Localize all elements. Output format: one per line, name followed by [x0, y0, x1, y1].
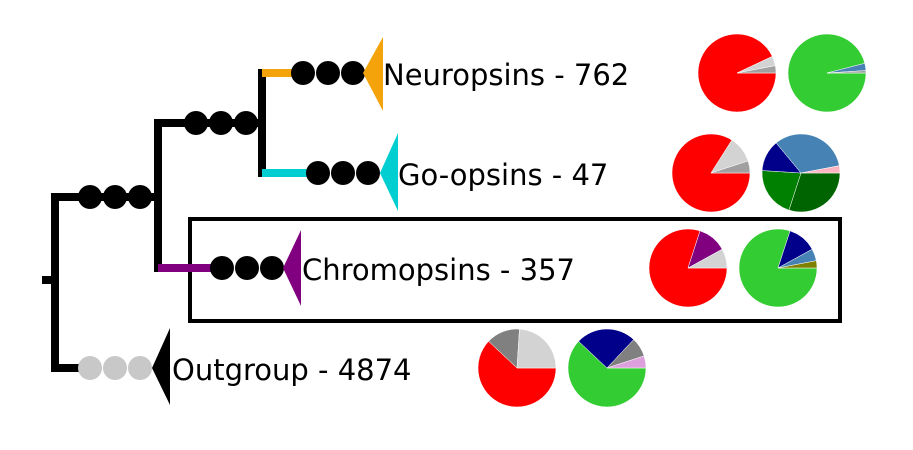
pie-slice — [687, 248, 728, 269]
node-marker — [184, 111, 208, 135]
clades: Neuropsins - 762 Go-opsins - 47 Chromopsin… — [152, 33, 867, 408]
pie-slice — [777, 260, 818, 269]
clade-triangle — [283, 230, 301, 306]
node-marker — [260, 256, 284, 280]
node-marker — [291, 61, 315, 85]
pie-slice — [578, 328, 635, 369]
node-marker — [331, 161, 355, 185]
clade-triangle — [380, 133, 398, 211]
node-marker — [128, 356, 152, 380]
pie-slice — [761, 170, 802, 211]
clade-triangle — [363, 37, 383, 111]
node-marker — [78, 185, 102, 209]
pie-slice — [710, 160, 751, 174]
clade-label: Chromopsins - 357 — [302, 253, 575, 287]
clade-label: Neuropsins - 762 — [383, 58, 629, 92]
node-marker — [103, 185, 127, 209]
clade-triangle — [152, 328, 170, 405]
node-marker — [341, 61, 365, 85]
clade-label: Go-opsins - 47 — [398, 158, 608, 192]
pie-slice — [567, 340, 647, 408]
pie-slice — [736, 65, 777, 74]
pie-slice — [826, 70, 867, 74]
node-marker — [78, 356, 102, 380]
node-marker — [210, 256, 234, 280]
pie-slice — [477, 340, 557, 408]
pie-slice — [775, 133, 840, 174]
node-marker — [356, 161, 380, 185]
node-marker — [209, 111, 233, 135]
clade-label: Outgroup - 4874 — [172, 353, 412, 387]
node-marker — [128, 185, 152, 209]
node-circles — [78, 111, 258, 380]
node-marker — [316, 61, 340, 85]
node-marker — [234, 111, 258, 135]
pie-slice — [788, 172, 841, 213]
pie-slice — [516, 328, 557, 369]
node-marker — [103, 356, 127, 380]
pie-slice — [800, 165, 841, 174]
node-marker — [235, 256, 259, 280]
node-marker — [306, 161, 330, 185]
pie-slice — [606, 355, 647, 369]
